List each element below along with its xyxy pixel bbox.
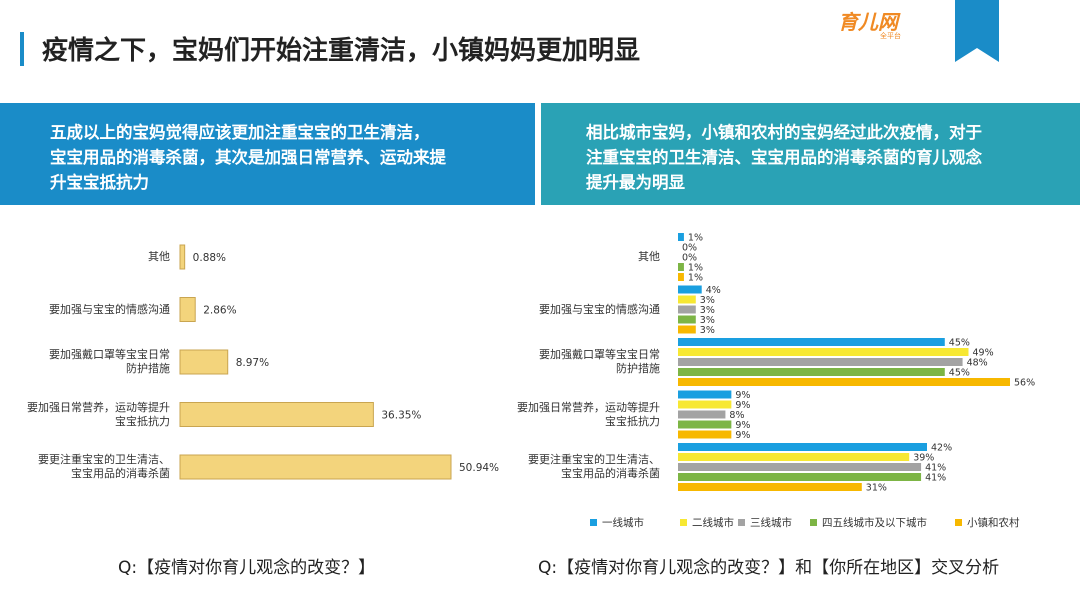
value-label: 50.94%	[459, 462, 499, 474]
value-label: 41%	[925, 463, 946, 474]
legend-swatch	[738, 519, 745, 526]
bar	[678, 295, 696, 304]
bar	[678, 378, 1010, 386]
ribbon	[955, 0, 999, 62]
category-label: 其他	[148, 250, 170, 263]
value-label: 1%	[688, 233, 703, 244]
value-label: 49%	[973, 348, 994, 359]
legend-label: 二线城市	[692, 516, 734, 529]
legend-swatch	[955, 519, 962, 526]
value-label: 0.88%	[193, 252, 226, 264]
value-label: 4%	[706, 285, 721, 296]
legend-label: 三线城市	[750, 516, 792, 529]
bar	[678, 273, 684, 281]
logo-sub: 全平台	[880, 32, 901, 40]
slide-title: 疫情之下，宝妈们开始注重清洁，小镇妈妈更加明显	[42, 36, 641, 66]
value-label: 0%	[682, 243, 697, 254]
bar	[678, 463, 922, 471]
bar	[678, 358, 963, 366]
logo: 育儿网	[838, 10, 898, 34]
bar	[678, 453, 910, 461]
value-label: 1%	[688, 263, 703, 274]
category-label: 要加强戴口罩等宝宝日常 防护措施	[49, 348, 170, 375]
value-label: 8%	[729, 410, 744, 421]
bar	[179, 349, 229, 375]
legend-label: 小镇和农村	[967, 516, 1020, 529]
category-label: 其他	[638, 250, 660, 263]
category-label: 要更注重宝宝的卫生清洁、 宝宝用品的消毒杀菌	[528, 453, 660, 480]
value-label: 45%	[949, 368, 970, 379]
category-label: 要加强日常营养，运动等提升 宝宝抵抗力	[27, 400, 170, 428]
bar	[678, 390, 732, 399]
value-label: 8.97%	[236, 357, 269, 369]
category-label: 要加强与宝宝的情感沟通	[49, 302, 170, 316]
value-label: 2.86%	[203, 305, 236, 317]
bar	[678, 325, 696, 334]
bar	[678, 443, 927, 451]
bar	[678, 348, 969, 356]
bar	[179, 244, 186, 270]
value-label: 39%	[913, 453, 934, 464]
bar	[179, 402, 374, 427]
value-label: 3%	[700, 305, 715, 316]
bar	[179, 454, 452, 480]
category-label: 要更注重宝宝的卫生清洁、 宝宝用品的消毒杀菌	[38, 453, 170, 480]
value-label: 36.35%	[381, 410, 421, 422]
bar	[678, 483, 862, 491]
bar	[678, 233, 684, 241]
value-label: 9%	[735, 420, 750, 431]
bar	[678, 420, 732, 429]
legend-swatch	[680, 519, 687, 526]
bar	[678, 410, 726, 419]
legend-label: 四五线城市及以下城市	[822, 516, 927, 529]
category-label: 要加强与宝宝的情感沟通	[539, 302, 660, 316]
value-label: 56%	[1014, 378, 1035, 389]
bar	[678, 305, 696, 314]
value-label: 31%	[866, 483, 887, 494]
bar	[678, 400, 732, 409]
value-label: 3%	[700, 325, 715, 336]
value-label: 41%	[925, 473, 946, 484]
category-label: 要加强日常营养，运动等提升 宝宝抵抗力	[517, 400, 660, 428]
value-label: 1%	[688, 273, 703, 284]
value-label: 3%	[700, 315, 715, 326]
question: Q:【疫情对你育儿观念的改变？】	[118, 558, 376, 578]
title-accent	[20, 32, 24, 66]
legend-label: 一线城市	[602, 516, 644, 529]
value-label: 0%	[682, 253, 697, 264]
value-label: 48%	[967, 358, 988, 369]
bar	[678, 263, 684, 271]
legend-swatch	[590, 519, 597, 526]
bar	[678, 315, 696, 324]
bar	[678, 473, 922, 481]
summary-panel: 相比城市宝妈，小镇和农村的宝妈经过此次疫情，对于 注重宝宝的卫生清洁、宝宝用品的…	[541, 103, 1080, 205]
value-label: 9%	[735, 400, 750, 411]
legend-swatch	[810, 519, 817, 526]
bar	[678, 430, 732, 439]
value-label: 45%	[949, 338, 970, 349]
bar	[678, 338, 945, 346]
value-label: 42%	[931, 443, 952, 454]
question: Q:【疫情对你育儿观念的改变？】和【你所在地区】交叉分析	[538, 558, 1000, 578]
value-label: 3%	[700, 295, 715, 306]
bar	[678, 285, 702, 294]
value-label: 9%	[735, 430, 750, 441]
category-label: 要加强戴口罩等宝宝日常 防护措施	[539, 348, 660, 375]
bar	[678, 368, 945, 376]
bar	[179, 297, 196, 322]
summary-panel: 五成以上的宝妈觉得应该更加注重宝宝的卫生清洁， 宝宝用品的消毒杀菌，其次是加强日…	[0, 103, 535, 205]
value-label: 9%	[735, 390, 750, 401]
